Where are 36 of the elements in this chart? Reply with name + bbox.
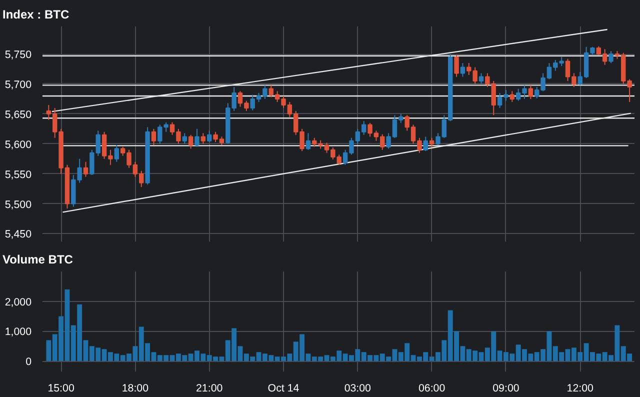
candlestick (528, 84, 534, 100)
y-tick-label: 5,500 (4, 198, 32, 211)
x-tick-label: 03:00 (344, 382, 372, 394)
x-tick-label: 15:00 (48, 382, 74, 394)
candlestick (306, 132, 311, 150)
chart-title: Index : BTC (2, 8, 70, 22)
y-tick-label: 2,000 (4, 296, 32, 308)
y-tick-label: 5,450 (4, 228, 32, 241)
x-tick-label: 09:00 (492, 382, 520, 394)
x-tick-label: Oct 14 (268, 382, 300, 394)
candlestick (83, 161, 88, 178)
candlestick (206, 130, 212, 143)
x-tick-label: 06:00 (418, 382, 446, 394)
candlestick (478, 72, 484, 84)
y-tick-label: 5,550 (4, 168, 32, 181)
y-tick-label: 5,650 (4, 108, 32, 121)
candlestick (454, 54, 459, 78)
y-tick-label: 5,750 (4, 49, 32, 62)
candlestick (510, 90, 514, 102)
x-tick-label: 21:00 (196, 382, 223, 394)
candlestick (114, 144, 120, 162)
x-tick-label: 18:00 (122, 382, 149, 394)
candlestick (182, 132, 187, 144)
x-tick-label: 12:00 (566, 382, 594, 394)
candlestick (151, 128, 156, 146)
y-tick-label: 1,000 (4, 326, 32, 338)
candlestick (200, 132, 206, 144)
y-tick-label: 0 (26, 356, 32, 368)
chart-title: Volume BTC (2, 252, 74, 266)
candlestick (194, 128, 200, 148)
candlestick (188, 134, 194, 150)
candlestick (460, 62, 466, 78)
y-tick-label: 5,600 (4, 138, 32, 151)
y-tick-label: 5,700 (4, 78, 32, 91)
candlestick (608, 50, 614, 64)
candlestick (423, 136, 428, 152)
